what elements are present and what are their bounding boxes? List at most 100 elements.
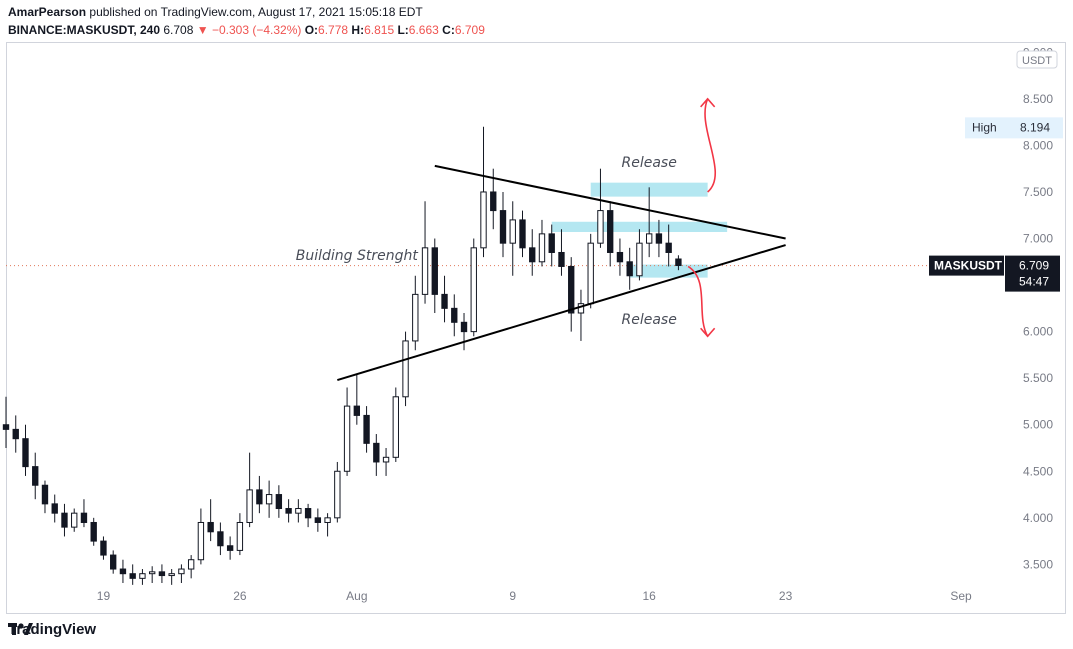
candle-body-56 bbox=[548, 233, 555, 253]
candle-body-5 bbox=[51, 503, 58, 514]
x-tick-label: Sep bbox=[950, 589, 972, 603]
currency-badge bbox=[1016, 50, 1058, 69]
candle-body-52 bbox=[509, 219, 516, 244]
candle-body-15 bbox=[148, 571, 156, 575]
high-marker-value: 8.194 bbox=[1020, 120, 1050, 134]
candle-body-10 bbox=[100, 540, 107, 556]
last-price-badge-bg bbox=[1005, 255, 1060, 292]
candle-body-33 bbox=[324, 517, 331, 523]
candle-body-51 bbox=[499, 210, 507, 244]
candle-body-29 bbox=[285, 508, 292, 514]
time-axis: 19 26 Aug 9 16 23 Sep bbox=[97, 589, 972, 603]
y-tick-label: 5.000 bbox=[1023, 418, 1053, 432]
candle-body-44 bbox=[431, 247, 438, 295]
candle-body-22 bbox=[217, 531, 224, 547]
candle-body-48 bbox=[470, 247, 477, 333]
candle-body-39 bbox=[382, 456, 390, 463]
candle-body-31 bbox=[304, 508, 312, 519]
candle-body-46 bbox=[451, 307, 458, 323]
low-value: 6.663 bbox=[408, 23, 439, 37]
x-tick-label: 19 bbox=[97, 589, 111, 603]
chart-annotations: Building Strenght Release Release bbox=[296, 155, 677, 328]
trendline-0 bbox=[434, 164, 786, 240]
candle-body-28 bbox=[275, 494, 283, 510]
candle-body-38 bbox=[373, 442, 380, 463]
candle-body-34 bbox=[334, 470, 341, 519]
price-axis: 9.0008.5008.0007.5007.0006.5006.0005.500… bbox=[1016, 45, 1058, 571]
tradingview-logo[interactable]: TradingView bbox=[8, 621, 96, 638]
y-tick-label: 3.500 bbox=[1023, 557, 1053, 571]
x-tick-label: Aug bbox=[346, 589, 367, 603]
last-price-value: 6.709 bbox=[1019, 259, 1049, 273]
tradingview-logo-icon bbox=[8, 623, 33, 635]
y-tick-label: 8.500 bbox=[1023, 92, 1053, 106]
release-arrow-up bbox=[704, 98, 717, 193]
candle-body-61 bbox=[597, 210, 604, 244]
symbol-badge-label: MASKUSDT bbox=[934, 259, 1003, 273]
arrow-head-down bbox=[700, 327, 716, 338]
candle-body-6 bbox=[61, 512, 68, 528]
candle-body-27 bbox=[265, 494, 273, 505]
price-badges: High 8.194 MASKUSDT 6.709 54:47 bbox=[929, 117, 1063, 292]
high-marker-bg bbox=[965, 117, 1063, 139]
close-label: C: bbox=[442, 23, 455, 37]
candlesticks bbox=[2, 126, 682, 585]
candle-body-57 bbox=[558, 251, 565, 267]
candle-body-2 bbox=[22, 438, 29, 468]
annotation-1: Release bbox=[622, 155, 677, 171]
candle-body-37 bbox=[363, 414, 370, 444]
candle-body-17 bbox=[168, 573, 175, 577]
candle-body-13 bbox=[129, 573, 136, 579]
arrow-head-up bbox=[700, 97, 716, 108]
zone-1 bbox=[551, 221, 728, 232]
candle-body-7 bbox=[71, 512, 78, 528]
candle-body-63 bbox=[616, 251, 624, 263]
candle-body-8 bbox=[80, 512, 88, 523]
publish-info: AmarPearson published on TradingView.com… bbox=[8, 5, 423, 19]
candle-body-1 bbox=[12, 428, 19, 440]
y-tick-label: 8.000 bbox=[1023, 138, 1053, 152]
candle-body-58 bbox=[568, 265, 575, 314]
candle-body-60 bbox=[587, 242, 594, 305]
candle-body-26 bbox=[256, 489, 263, 505]
candle-body-66 bbox=[645, 233, 653, 244]
candle-body-41 bbox=[402, 340, 409, 398]
candle-body-36 bbox=[353, 405, 361, 416]
price-change: ▼ −0.303 (−4.32%) bbox=[196, 23, 302, 37]
x-tick-label: 16 bbox=[642, 589, 656, 603]
candle-body-19 bbox=[187, 559, 195, 570]
y-tick-label: 4.000 bbox=[1023, 511, 1053, 525]
candle-body-11 bbox=[110, 554, 117, 570]
candle-body-62 bbox=[607, 210, 614, 253]
x-tick-label: 26 bbox=[233, 589, 247, 603]
last-price: 6.708 bbox=[163, 23, 194, 37]
candle-body-9 bbox=[90, 521, 97, 542]
annotation-2: Release bbox=[622, 312, 677, 328]
candle-body-16 bbox=[158, 571, 166, 577]
candle-body-68 bbox=[665, 242, 672, 253]
trendlines bbox=[337, 164, 786, 381]
open-value: 6.778 bbox=[318, 23, 349, 37]
x-tick-label: 9 bbox=[509, 589, 516, 603]
author-name[interactable]: AmarPearson bbox=[8, 5, 87, 19]
chart-frame bbox=[6, 42, 1066, 614]
candle-body-3 bbox=[32, 466, 39, 486]
y-tick-label: 6.000 bbox=[1023, 325, 1053, 339]
x-tick-label: 23 bbox=[779, 589, 793, 603]
candle-body-12 bbox=[119, 568, 127, 575]
candle-body-65 bbox=[636, 242, 643, 277]
low-label: L: bbox=[397, 23, 409, 37]
symbol-badge-bg bbox=[929, 255, 1004, 276]
y-tick-label: 5.500 bbox=[1023, 371, 1053, 385]
bar-countdown: 54:47 bbox=[1019, 275, 1049, 289]
candle-body-69 bbox=[675, 258, 682, 267]
candle-body-47 bbox=[460, 321, 468, 333]
candle-body-0 bbox=[2, 424, 10, 430]
candle-body-40 bbox=[392, 396, 399, 458]
candle-body-18 bbox=[178, 568, 185, 575]
candle-body-49 bbox=[480, 191, 487, 249]
candle-body-43 bbox=[421, 247, 429, 295]
candle-body-23 bbox=[226, 545, 234, 551]
release-arrows bbox=[687, 97, 717, 338]
